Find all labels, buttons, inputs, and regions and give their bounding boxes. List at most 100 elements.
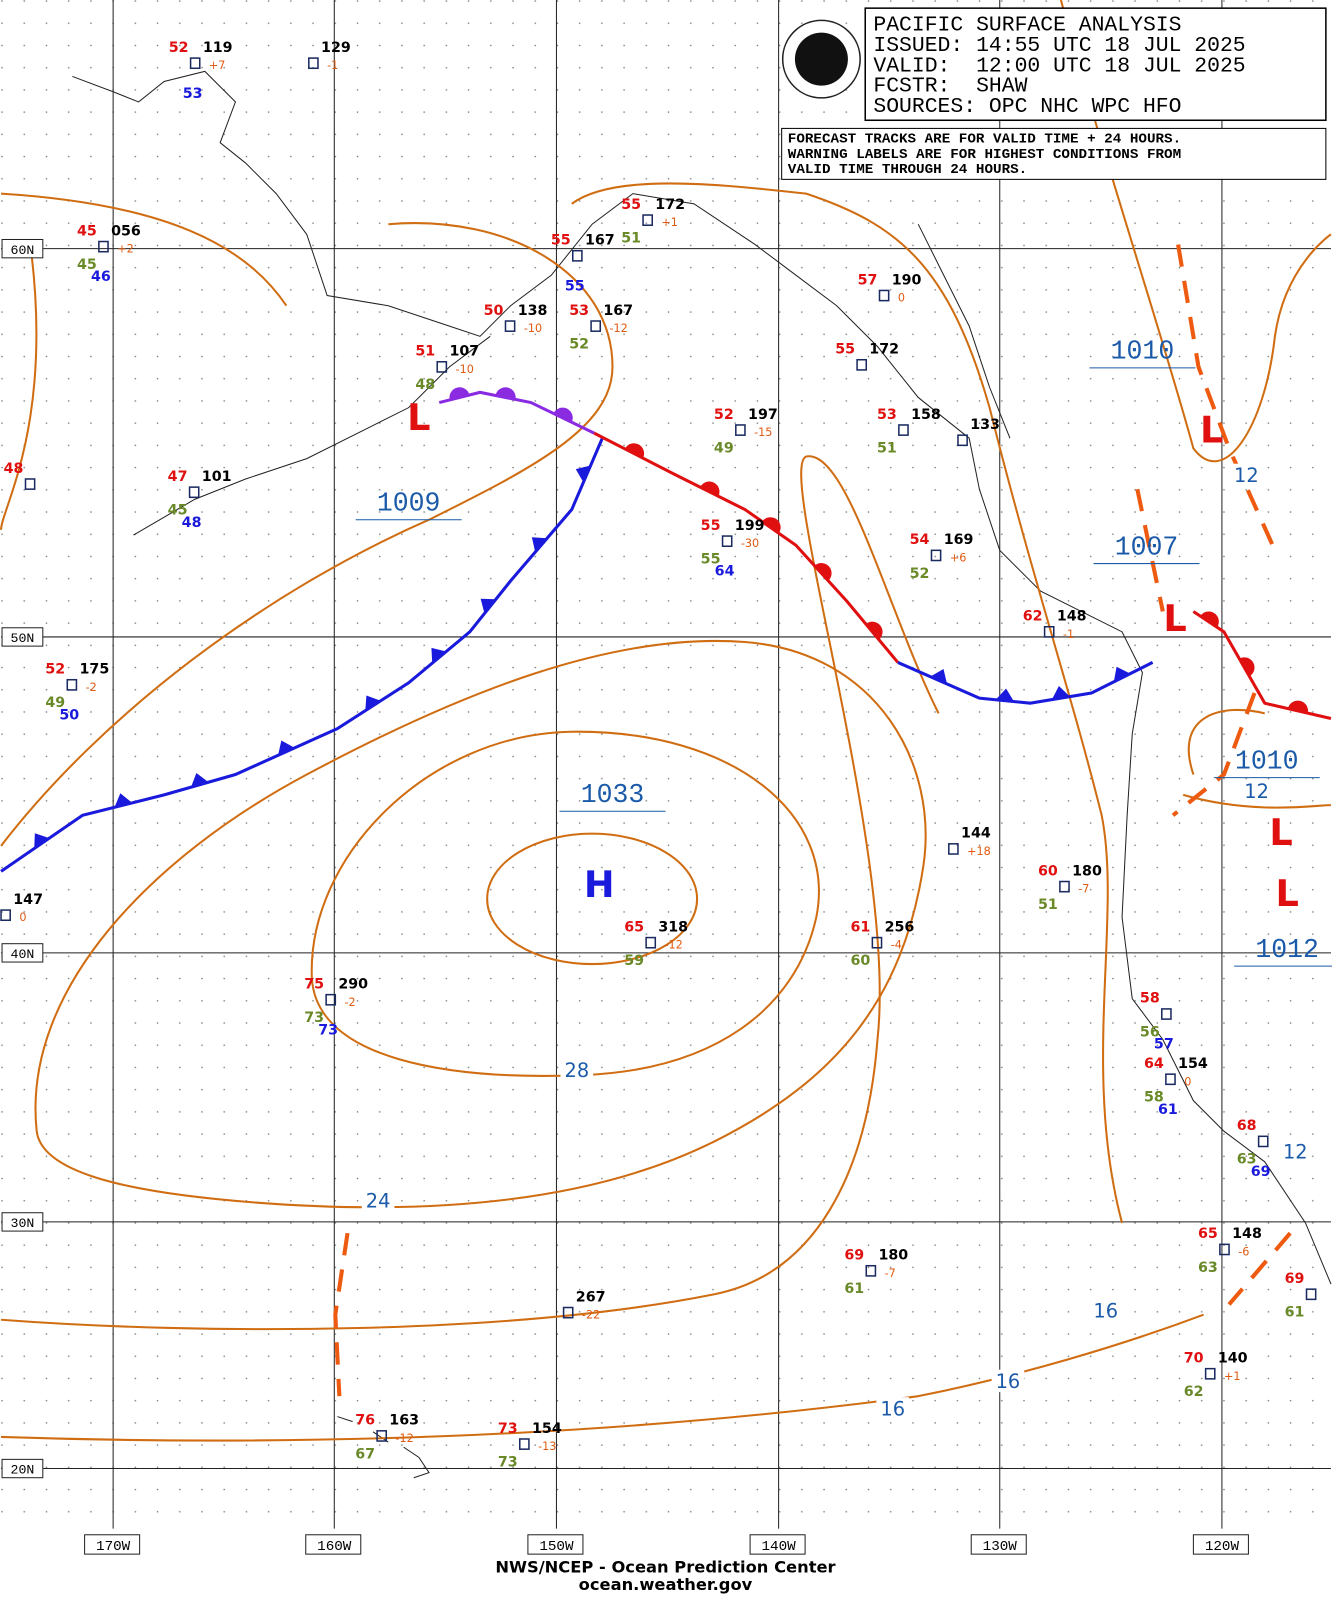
sea-temperature: 53 bbox=[183, 86, 203, 102]
pressure-code: 172 bbox=[655, 197, 685, 213]
station-box bbox=[865, 1264, 877, 1277]
air-temperature: 62 bbox=[1023, 609, 1043, 625]
notice-line: FORECAST TRACKS ARE FOR VALID TIME + 24 … bbox=[788, 132, 1181, 148]
center-symbol: L bbox=[1275, 872, 1298, 915]
pressure-code: 167 bbox=[603, 303, 633, 319]
air-temperature: 65 bbox=[624, 919, 644, 935]
center-symbol: L bbox=[1269, 811, 1292, 854]
notice-panel bbox=[781, 127, 1327, 180]
station-box bbox=[376, 1430, 388, 1442]
dew-point: 51 bbox=[877, 440, 897, 456]
station-box bbox=[504, 320, 516, 332]
isobar-label: 12 bbox=[1244, 780, 1269, 803]
front-barb bbox=[1051, 686, 1070, 700]
dew-point: 63 bbox=[1198, 1260, 1218, 1276]
station-box bbox=[1043, 625, 1055, 638]
pressure-tendency: -2 bbox=[86, 681, 97, 694]
dew-point: 73 bbox=[498, 1454, 518, 1470]
pressure-code: 154 bbox=[1178, 1056, 1208, 1072]
isobar-label: 16 bbox=[880, 1398, 905, 1421]
front-barb bbox=[278, 740, 295, 756]
pressure-tendency: +18 bbox=[967, 845, 991, 858]
pressure-code: 163 bbox=[389, 1413, 419, 1429]
pressure-code: 318 bbox=[658, 919, 688, 935]
isobar-label: 28 bbox=[565, 1059, 590, 1082]
dew-point: 60 bbox=[850, 953, 870, 969]
air-temperature: 73 bbox=[498, 1421, 518, 1437]
station-box bbox=[1165, 1073, 1176, 1086]
fronts bbox=[0, 244, 1332, 1397]
center-symbol: L bbox=[407, 396, 430, 439]
latitude-label-box bbox=[1, 627, 44, 647]
cold-front bbox=[897, 661, 1154, 705]
pressure-code: 101 bbox=[202, 469, 232, 485]
trough bbox=[1176, 244, 1277, 552]
pressure-code: 267 bbox=[576, 1289, 606, 1305]
pressure-tendency: -12 bbox=[664, 939, 682, 952]
dew-point: 56 bbox=[1140, 1024, 1160, 1040]
pressure-tendency: -12 bbox=[395, 1432, 413, 1445]
pressure-tendency: -13 bbox=[538, 1440, 556, 1453]
pressure-tendency: -10 bbox=[524, 322, 542, 335]
pressure-code: 190 bbox=[892, 272, 922, 288]
pressure-code: 148 bbox=[1057, 609, 1087, 625]
latitude-label: 50N bbox=[11, 631, 35, 646]
trough bbox=[333, 1232, 350, 1397]
front-bulb bbox=[814, 563, 832, 581]
pressure-tendency: -1 bbox=[1063, 628, 1074, 641]
isobar-label: 12 bbox=[1283, 1141, 1308, 1164]
footer-agency: NWS/NCEP - Ocean Prediction Center bbox=[495, 1557, 835, 1576]
sea-temperature: 69 bbox=[1251, 1164, 1271, 1180]
isobar-label-bg bbox=[1230, 463, 1263, 487]
front-bulb bbox=[495, 387, 516, 400]
isobar-label: 24 bbox=[366, 1190, 391, 1213]
header-sources: SOURCES: OPC NHC WPC HFO bbox=[873, 95, 1181, 119]
dew-point: 61 bbox=[844, 1281, 864, 1297]
sea-temperature: 64 bbox=[715, 564, 735, 580]
isobar-label-bg bbox=[876, 1397, 910, 1420]
pressure-code: 175 bbox=[80, 662, 110, 678]
air-temperature: 76 bbox=[355, 1413, 375, 1429]
longitude-label-box bbox=[1192, 1534, 1249, 1555]
longitude-label: 150W bbox=[539, 1539, 574, 1555]
dew-point: 45 bbox=[77, 257, 97, 273]
pressure-code: 144 bbox=[961, 826, 991, 842]
air-temperature: 50 bbox=[484, 303, 504, 319]
longitude-label-box bbox=[527, 1534, 584, 1555]
dew-point: 59 bbox=[624, 953, 644, 969]
pressure-code: 140 bbox=[1218, 1350, 1248, 1366]
sea-temperature: 73 bbox=[318, 1022, 338, 1038]
header-panel bbox=[864, 7, 1327, 122]
dew-point: 45 bbox=[168, 503, 188, 519]
center-pressure: 1033 bbox=[581, 780, 645, 810]
pressure-tendency: 0 bbox=[19, 911, 26, 924]
station-box bbox=[436, 361, 448, 373]
isobar-label-bg bbox=[991, 1369, 1025, 1393]
pressure-code: 180 bbox=[878, 1248, 908, 1264]
dew-point: 62 bbox=[1184, 1384, 1204, 1400]
station-box bbox=[948, 843, 959, 855]
front-barb bbox=[575, 465, 591, 483]
dew-point: 51 bbox=[1038, 897, 1058, 913]
pressure-tendency: -10 bbox=[456, 363, 474, 376]
dew-point: 52 bbox=[910, 566, 930, 582]
pressure-code: 119 bbox=[203, 40, 233, 56]
warm-front bbox=[593, 431, 900, 664]
front-bulb bbox=[553, 407, 573, 423]
front-bulb bbox=[1239, 657, 1255, 677]
station-box bbox=[1257, 1135, 1269, 1148]
station-box bbox=[562, 1306, 574, 1319]
center-symbol: L bbox=[1200, 408, 1223, 451]
station-box bbox=[856, 358, 868, 371]
pressure-tendency: -2 bbox=[344, 996, 355, 1009]
sea-temperature: 61 bbox=[1158, 1102, 1178, 1118]
longitude-label: 140W bbox=[762, 1539, 797, 1555]
latitude-label-box bbox=[1, 238, 44, 259]
sea-temperature: 48 bbox=[182, 515, 202, 531]
pressure-tendency: -12 bbox=[609, 322, 627, 335]
front-barb bbox=[531, 537, 548, 553]
longitude-label-box bbox=[305, 1534, 362, 1555]
air-temperature: 55 bbox=[621, 197, 641, 213]
pressure-tendency: 0 bbox=[898, 292, 905, 305]
air-temperature: 70 bbox=[1184, 1350, 1204, 1366]
